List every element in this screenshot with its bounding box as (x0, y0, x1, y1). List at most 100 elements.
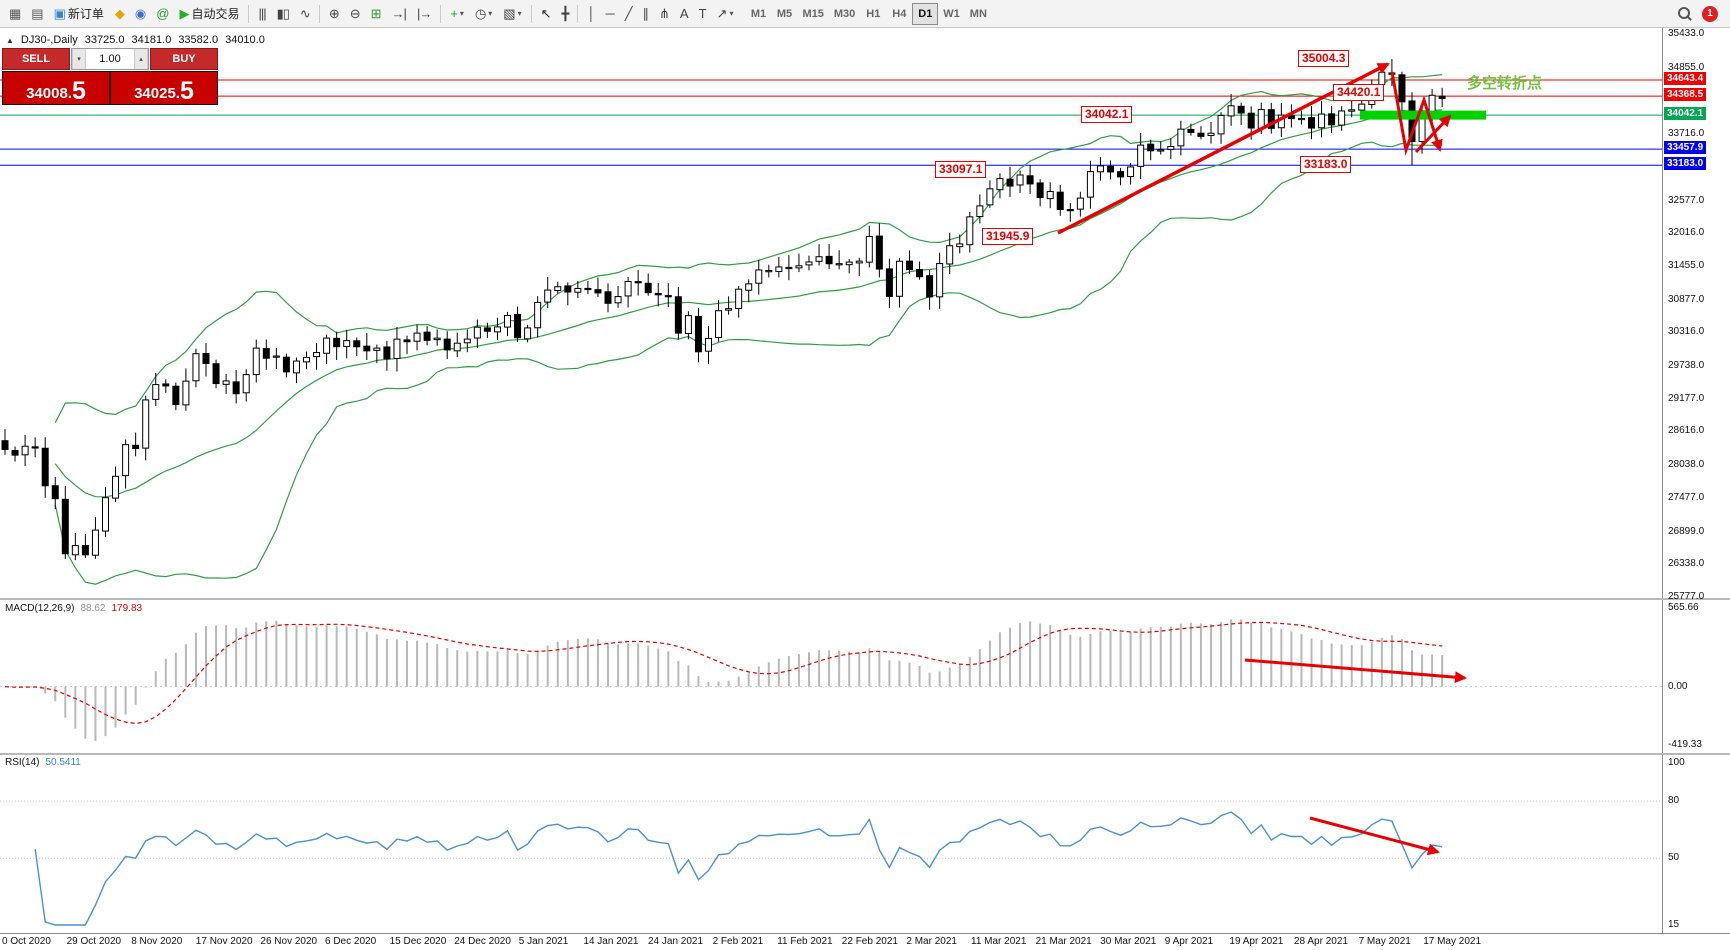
community-icon: ◉ (134, 6, 146, 21)
shapes-button[interactable]: ↗ ▾ (712, 2, 739, 26)
price-axis-label: 28038.0 (1668, 459, 1705, 471)
timeframe-mn[interactable]: MN (965, 3, 992, 25)
price-annotation[interactable]: 31945.9 (982, 228, 1034, 246)
community-button[interactable]: ◉ (130, 2, 150, 26)
vertical-line-button[interactable]: │ (582, 2, 599, 26)
rsi-axis-label: 15 (1668, 919, 1680, 930)
price-annotation[interactable]: 34042.1 (1081, 106, 1133, 124)
time-axis-label: 30 Mar 2021 (1100, 936, 1157, 947)
timeframe-h1[interactable]: H1 (860, 3, 886, 25)
channel-button[interactable]: ∥ (638, 2, 654, 26)
chart-profiles-button[interactable]: ▤ (26, 2, 47, 26)
notification-badge[interactable]: 1 (1702, 5, 1718, 22)
price-line-tag[interactable]: 33457.9 (1664, 141, 1707, 155)
timeframe-m15[interactable]: M15 (797, 3, 828, 25)
time-axis-label: 11 Mar 2021 (971, 936, 1027, 947)
macd-axis-max: 565.66 (1668, 602, 1699, 613)
chart-canvas[interactable] (0, 28, 1730, 950)
time-axis-label: 24 Dec 2020 (454, 936, 511, 947)
periods-icon: ◷ (474, 6, 486, 21)
time-axis-label: 6 Dec 2020 (325, 936, 377, 947)
zoom-in-button[interactable]: ⊕ (324, 2, 344, 26)
rsi-axis-label: 50 (1668, 852, 1680, 864)
panel-separator[interactable] (0, 598, 1730, 600)
toolbar-separator (530, 4, 532, 23)
sell-price-button[interactable]: 34008. 5 (3, 72, 109, 104)
chart-shift-button[interactable]: |→ (412, 2, 436, 26)
buy-price-button[interactable]: 34025. 5 (111, 72, 217, 104)
price-line-tag[interactable]: 33183.0 (1664, 157, 1707, 171)
price-axis-label: 25777.0 (1668, 591, 1705, 602)
new-chart-icon: ▦ (9, 6, 21, 21)
price-axis-label: 26338.0 (1668, 558, 1705, 570)
collapse-triangle-icon[interactable]: ▲ (6, 35, 14, 45)
autotrading-button-label: 自动交易 (191, 7, 240, 21)
templates-button[interactable]: ▧ ▾ (498, 2, 526, 26)
crosshair-button[interactable]: ╋ (557, 2, 574, 26)
timeframe-w1[interactable]: W1 (938, 3, 965, 25)
timeframe-m30[interactable]: M30 (829, 3, 860, 25)
price-line-tag[interactable]: 34643.4 (1664, 72, 1707, 86)
timeframe-h4[interactable]: H4 (886, 3, 912, 25)
price-annotation[interactable]: 35004.3 (1298, 49, 1350, 67)
volume-value[interactable]: 1.00 (99, 53, 121, 65)
timeframe-m5[interactable]: M5 (771, 3, 797, 25)
candle-chart-type-button[interactable]: ▮▯ (272, 2, 294, 26)
buy-button[interactable]: BUY (150, 48, 218, 70)
trendline-button[interactable]: ╱ (620, 2, 637, 26)
new-order-button[interactable]: ▣ 新订单 (49, 2, 109, 26)
metaeditor-button[interactable]: ◆ (110, 2, 129, 26)
macd-axis-zero: 0.00 (1668, 680, 1688, 692)
price-line-tag[interactable]: 34368.5 (1664, 88, 1707, 102)
zoom-out-button[interactable]: ⊖ (345, 2, 365, 26)
label-button[interactable]: T (694, 2, 711, 26)
price-axis-label: 33716.0 (1668, 128, 1705, 140)
price-annotation[interactable]: 33183.0 (1300, 156, 1352, 174)
time-axis-label: 8 Nov 2020 (131, 936, 183, 947)
indicators-button[interactable]: + ▾ (445, 2, 469, 26)
time-axis-label: 9 Apr 2021 (1164, 936, 1214, 947)
text-button[interactable]: A (675, 2, 693, 26)
volume-up-button[interactable]: ▴ (134, 49, 148, 69)
bar-chart-type-icon: ||| (258, 6, 266, 21)
time-axis-label: 19 Apr 2021 (1229, 936, 1284, 947)
turning-point-label[interactable]: 多空转折点 (1467, 75, 1543, 92)
timeframe-d1[interactable]: D1 (912, 2, 939, 25)
sell-button[interactable]: SELL (2, 48, 70, 70)
line-chart-type-icon: ∿ (299, 6, 311, 21)
mql5-button[interactable]: @ (151, 2, 173, 26)
price-axis-label: 35433.0 (1668, 28, 1705, 39)
cursor-button[interactable]: ↖ (536, 2, 556, 26)
panel-separator[interactable] (0, 753, 1730, 755)
time-axis-label: 14 Jan 2021 (583, 936, 639, 947)
price-line-tag[interactable]: 34042.1 (1664, 107, 1707, 121)
time-axis-label: 28 Apr 2021 (1294, 936, 1348, 947)
line-chart-type-button[interactable]: ∿ (295, 2, 315, 26)
rsi-value: 50.5411 (45, 757, 81, 768)
macd-axis-min: -419.33 (1668, 739, 1702, 750)
volume-down-button[interactable]: ▾ (72, 49, 86, 69)
sell-label: SELL (21, 53, 51, 65)
search-icon[interactable] (1678, 6, 1692, 21)
autotrading-button[interactable]: ▶ 自动交易 (174, 2, 244, 26)
metaeditor-icon: ◆ (114, 6, 125, 21)
time-axis-line (0, 933, 1730, 934)
time-axis-label: 29 Oct 2020 (66, 936, 122, 947)
auto-scroll-button[interactable]: →| (387, 2, 411, 26)
timeframe-m1[interactable]: M1 (745, 3, 771, 25)
tile-windows-button[interactable]: ⊞ (366, 2, 386, 26)
price-annotation[interactable]: 34420.1 (1333, 84, 1385, 102)
periods-button[interactable]: ◷ ▾ (470, 2, 497, 26)
fibonacci-button[interactable]: ⋔ (654, 2, 674, 26)
bar-chart-type-button[interactable]: ||| (253, 2, 270, 26)
time-axis-label: 2 Feb 2021 (712, 936, 764, 947)
macd-label: MACD(12,26,9) 88.62 179.83 (5, 603, 143, 614)
price-annotation[interactable]: 33097.1 (935, 161, 987, 179)
toolbar-right: 1 (1678, 5, 1726, 22)
new-chart-button[interactable]: ▦ (4, 2, 25, 26)
time-axis-label: 0 Oct 2020 (2, 936, 51, 947)
horizontal-line-button[interactable]: ─ (600, 2, 618, 26)
chart-profiles-icon: ▤ (31, 6, 43, 21)
toolbar-buttons: ▦ ▤ ▣ 新订单 ◆ ◉ @ ▶ 自动交易 ||| ▮▯ ∿ ⊕ ⊖ ⊞ →| |→ + ▾ ◷ ▾ ▧ ▾ ↖ ╋ │ ─ ╱ ∥ ⋔… (4, 2, 738, 26)
price-axis-label: 30316.0 (1668, 326, 1705, 338)
